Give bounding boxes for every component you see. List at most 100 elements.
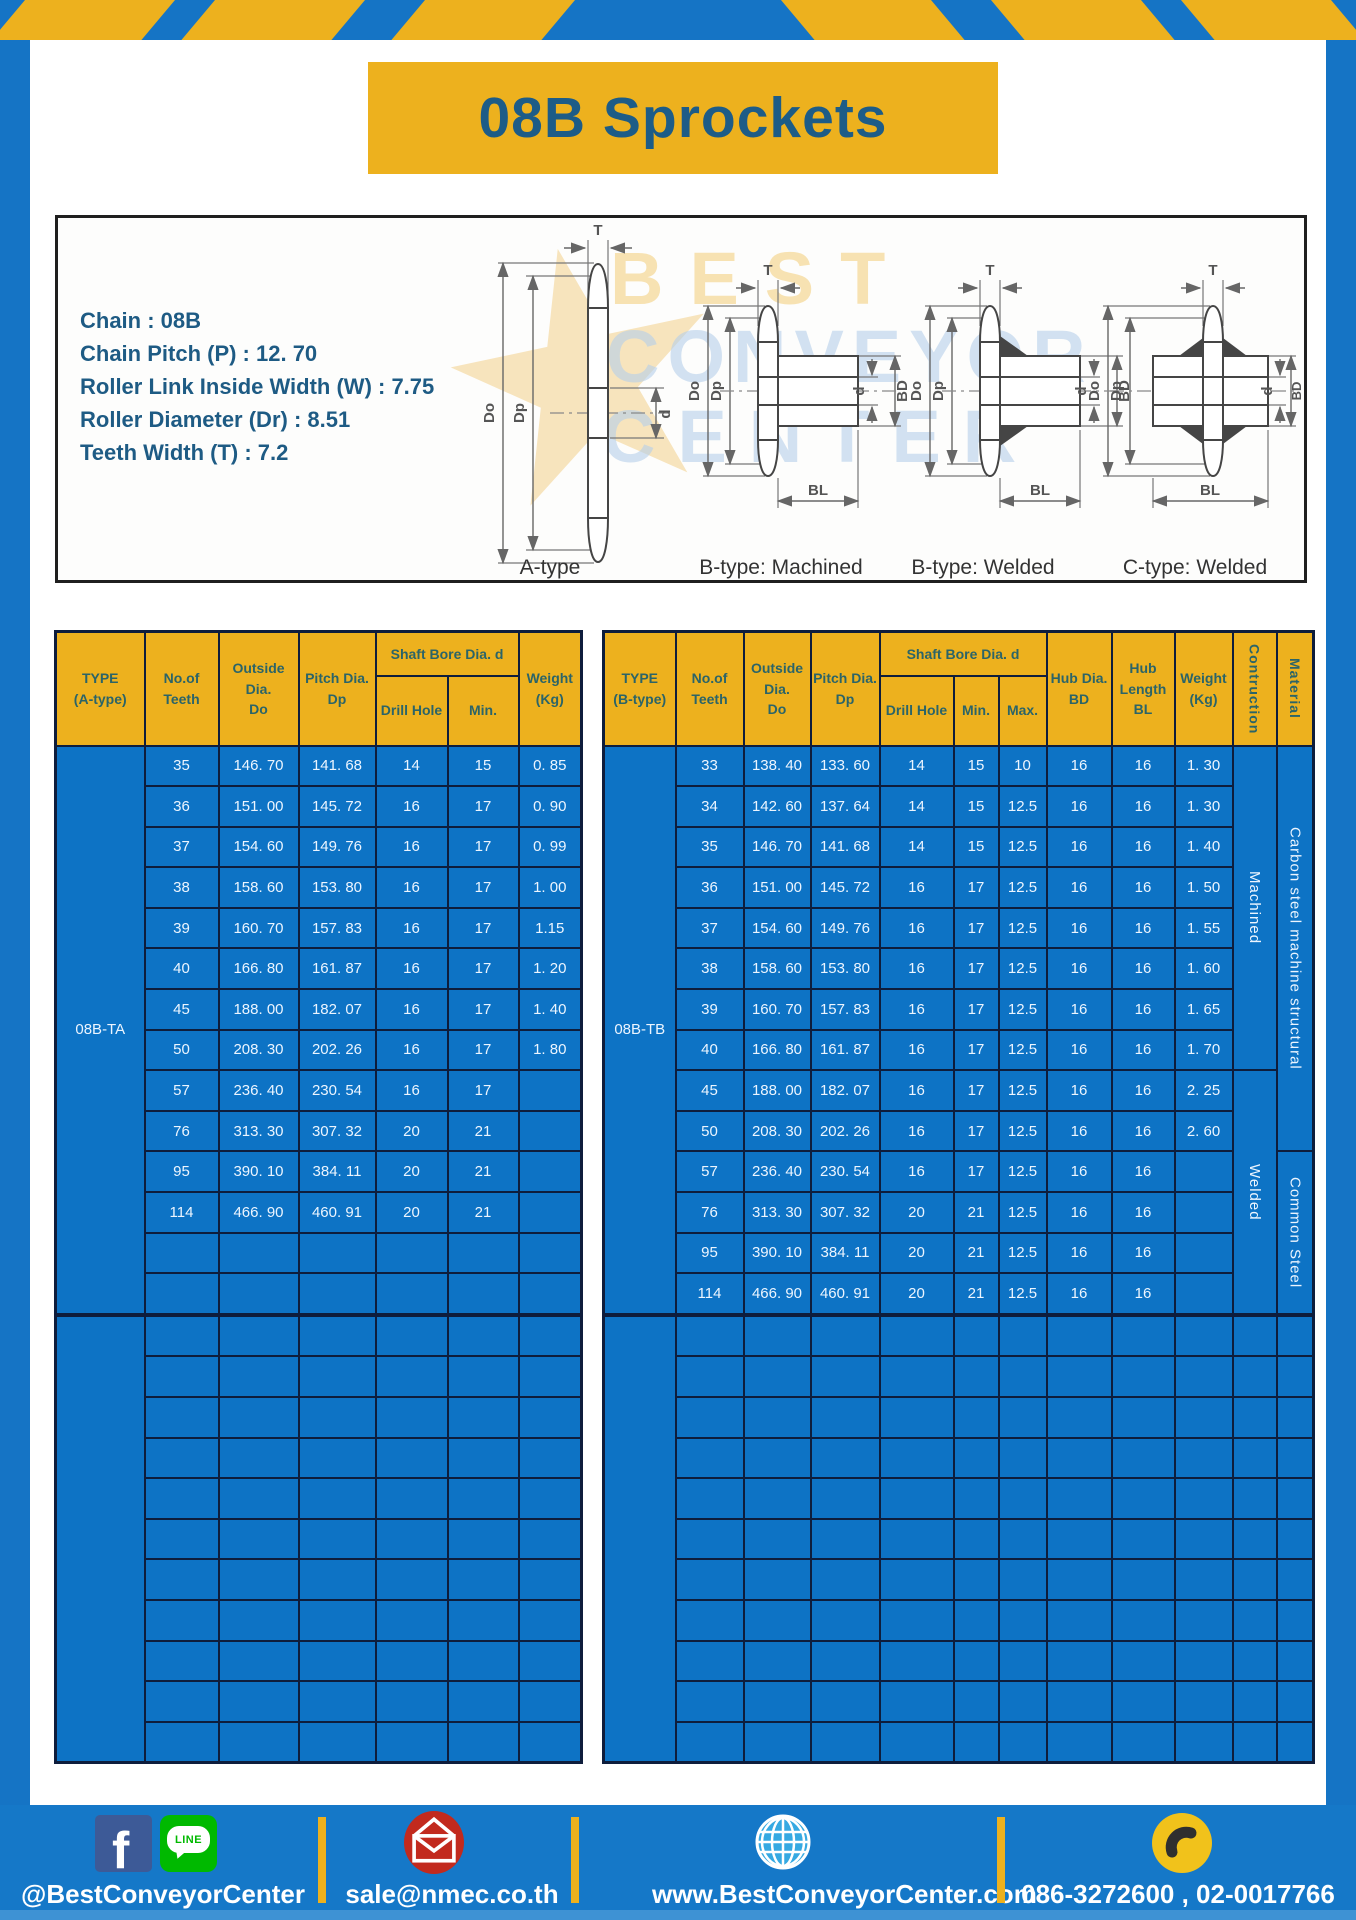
table-cell	[809, 1720, 881, 1764]
table-row: 39 160. 70 157. 83 16 17 1.15	[56, 906, 583, 950]
table-cell	[446, 1355, 520, 1398]
table-cell: 16	[1045, 1191, 1113, 1234]
table-row	[604, 1517, 1315, 1561]
social-handle-text: @BestConveyorCenter	[21, 1879, 305, 1909]
table-cell: 1. 00	[517, 866, 583, 909]
col-header-type: TYPE (A-type)	[54, 630, 146, 747]
table-row	[56, 1355, 583, 1398]
table-cell: 16	[1110, 1231, 1176, 1275]
col-header-pitch-dia: Pitch Dia. Dp	[297, 630, 377, 747]
svg-text:A-type: A-type	[520, 556, 581, 579]
table-cell: 21	[446, 1191, 520, 1234]
table-cell: 1. 55	[1173, 906, 1234, 950]
table-cell	[742, 1720, 812, 1764]
table-cell	[878, 1639, 955, 1683]
table-cell	[1045, 1558, 1113, 1601]
table-cell: 114	[674, 1272, 745, 1316]
table-cell	[374, 1639, 449, 1683]
table-cell: 20	[374, 1150, 449, 1194]
svg-text:BD: BD	[1289, 382, 1304, 401]
table-cell	[1231, 1639, 1278, 1683]
table-cell: 16	[1045, 1069, 1113, 1112]
table-cell	[952, 1639, 1000, 1683]
table-cell	[1110, 1720, 1176, 1764]
svg-text:T: T	[985, 262, 994, 279]
table-cell: 16	[878, 947, 955, 991]
table-cell: 35	[143, 744, 220, 788]
table-cell: 16	[1045, 947, 1113, 991]
table-cell	[1045, 1312, 1113, 1358]
table-cell: 16	[374, 1069, 449, 1112]
table-cell: 2. 25	[1173, 1069, 1234, 1112]
svg-text:Dp: Dp	[1108, 381, 1125, 401]
table-cell	[1110, 1558, 1176, 1601]
table-cell	[1045, 1720, 1113, 1764]
table-cell: 17	[446, 785, 520, 828]
table-cell: 460. 91	[809, 1272, 881, 1316]
table-cell: 133. 60	[809, 744, 881, 788]
table-cell	[952, 1680, 1000, 1723]
website-text: www.BestConveyorCenter.com	[652, 1879, 1037, 1909]
table-cell	[297, 1355, 377, 1398]
table-cell: 466. 90	[742, 1272, 812, 1316]
globe-icon	[754, 1813, 812, 1871]
table-cell: 16	[1045, 1028, 1113, 1072]
table-cell: 17	[952, 1150, 1000, 1194]
table-cell: 16	[1110, 947, 1176, 991]
table-cell: 14	[878, 744, 955, 788]
table-cell: 1.15	[517, 906, 583, 950]
table-row: 114 466. 90 460. 91 20 21 12.5 16 16	[604, 1272, 1314, 1316]
svg-text:T: T	[763, 262, 772, 279]
table-row	[602, 1312, 1315, 1764]
table-cell	[674, 1639, 745, 1683]
table-cell: 17	[952, 1069, 1000, 1112]
table-cell	[1231, 1312, 1278, 1358]
table-cell	[374, 1720, 449, 1764]
table-cell: 40	[143, 947, 220, 991]
table-cell	[997, 1639, 1048, 1683]
table-cell: 390. 10	[217, 1150, 300, 1194]
table-cell: 17	[446, 988, 520, 1031]
table-cell	[1173, 1272, 1234, 1316]
table-cell	[1045, 1517, 1113, 1561]
table-cell: 154. 60	[217, 825, 300, 869]
table-cell	[297, 1720, 377, 1764]
col-header-outside-dia: Outside Dia. Do	[217, 630, 300, 747]
table-cell: 33	[674, 744, 745, 788]
table-cell: 12.5	[997, 947, 1048, 991]
table-cell	[374, 1312, 449, 1358]
table-cell: 39	[143, 906, 220, 950]
table-cell	[1173, 1312, 1234, 1358]
svg-text:C-type: Welded: C-type: Welded	[1123, 556, 1267, 579]
table-cell	[878, 1436, 955, 1480]
col-header-weight: Weight (Kg)	[517, 630, 583, 747]
table-cell	[217, 1312, 300, 1358]
table-cell	[143, 1639, 220, 1683]
chain-specs: Chain : 08B Chain Pitch (P) : 12. 70 Rol…	[80, 304, 434, 469]
table-cell	[997, 1680, 1048, 1723]
table-cell: 384. 11	[809, 1231, 881, 1275]
table-cell: 17	[446, 1069, 520, 1112]
table-cell: 166. 80	[217, 947, 300, 991]
col-header-drill-hole: Drill Hole	[878, 674, 955, 747]
table-cell	[742, 1355, 812, 1398]
table-row	[56, 1477, 583, 1520]
table-cell	[374, 1272, 449, 1316]
table-cell: 21	[446, 1109, 520, 1153]
table-cell	[997, 1355, 1048, 1398]
table-cell	[517, 1312, 583, 1358]
table-cell: 188. 00	[217, 988, 300, 1031]
table-cell	[1231, 1680, 1278, 1723]
table-cell: 16	[1110, 988, 1176, 1031]
table-cell: 1. 60	[1173, 947, 1234, 991]
table-cell	[878, 1720, 955, 1764]
table-cell	[217, 1231, 300, 1275]
table-cell: 38	[143, 866, 220, 909]
table-cell: 16	[878, 1109, 955, 1153]
table-cell	[878, 1477, 955, 1520]
table-cell	[1110, 1598, 1176, 1642]
table-row: 40 166. 80 161. 87 16 17 1. 20	[56, 947, 583, 991]
table-cell: 15	[952, 785, 1000, 828]
table-cell: 10	[997, 744, 1048, 788]
table-cell	[446, 1231, 520, 1275]
